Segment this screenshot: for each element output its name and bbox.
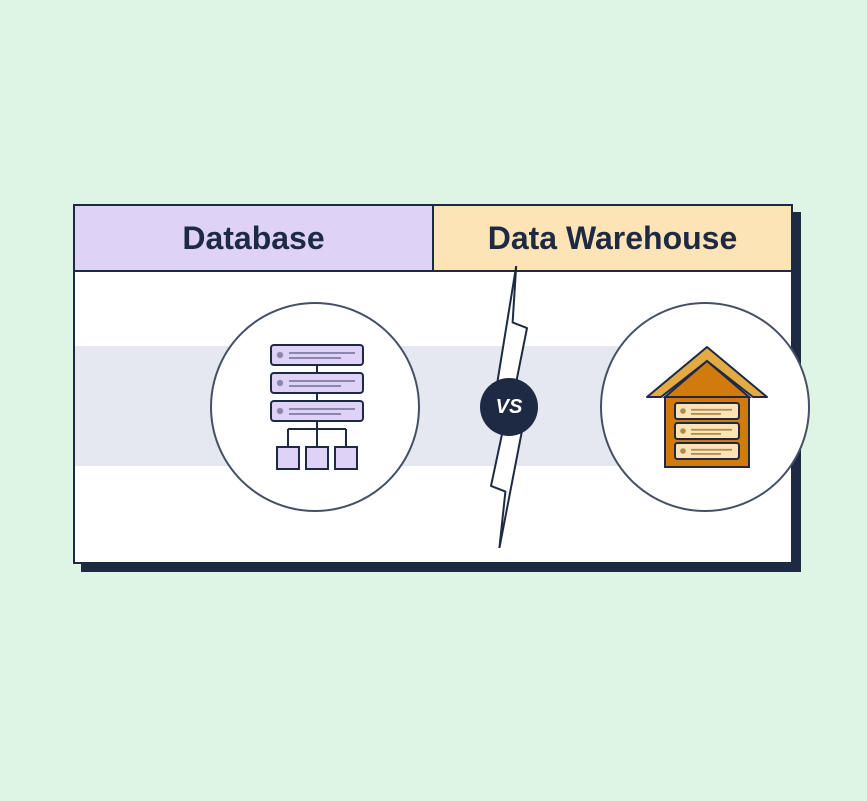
card-body: VS [75, 272, 791, 562]
header-row: Database Data Warehouse [75, 206, 791, 272]
header-warehouse-label: Data Warehouse [488, 220, 738, 257]
comparison-card: Database Data Warehouse VS [73, 204, 793, 564]
header-database-label: Database [182, 220, 324, 257]
database-hierarchy-icon [247, 339, 387, 479]
database-circle [210, 302, 420, 512]
warehouse-circle [600, 302, 810, 512]
header-warehouse: Data Warehouse [434, 206, 791, 272]
data-warehouse-icon [637, 339, 777, 479]
header-database: Database [75, 206, 434, 272]
vs-badge-text: VS [496, 396, 523, 419]
vs-badge: VS [480, 378, 538, 436]
